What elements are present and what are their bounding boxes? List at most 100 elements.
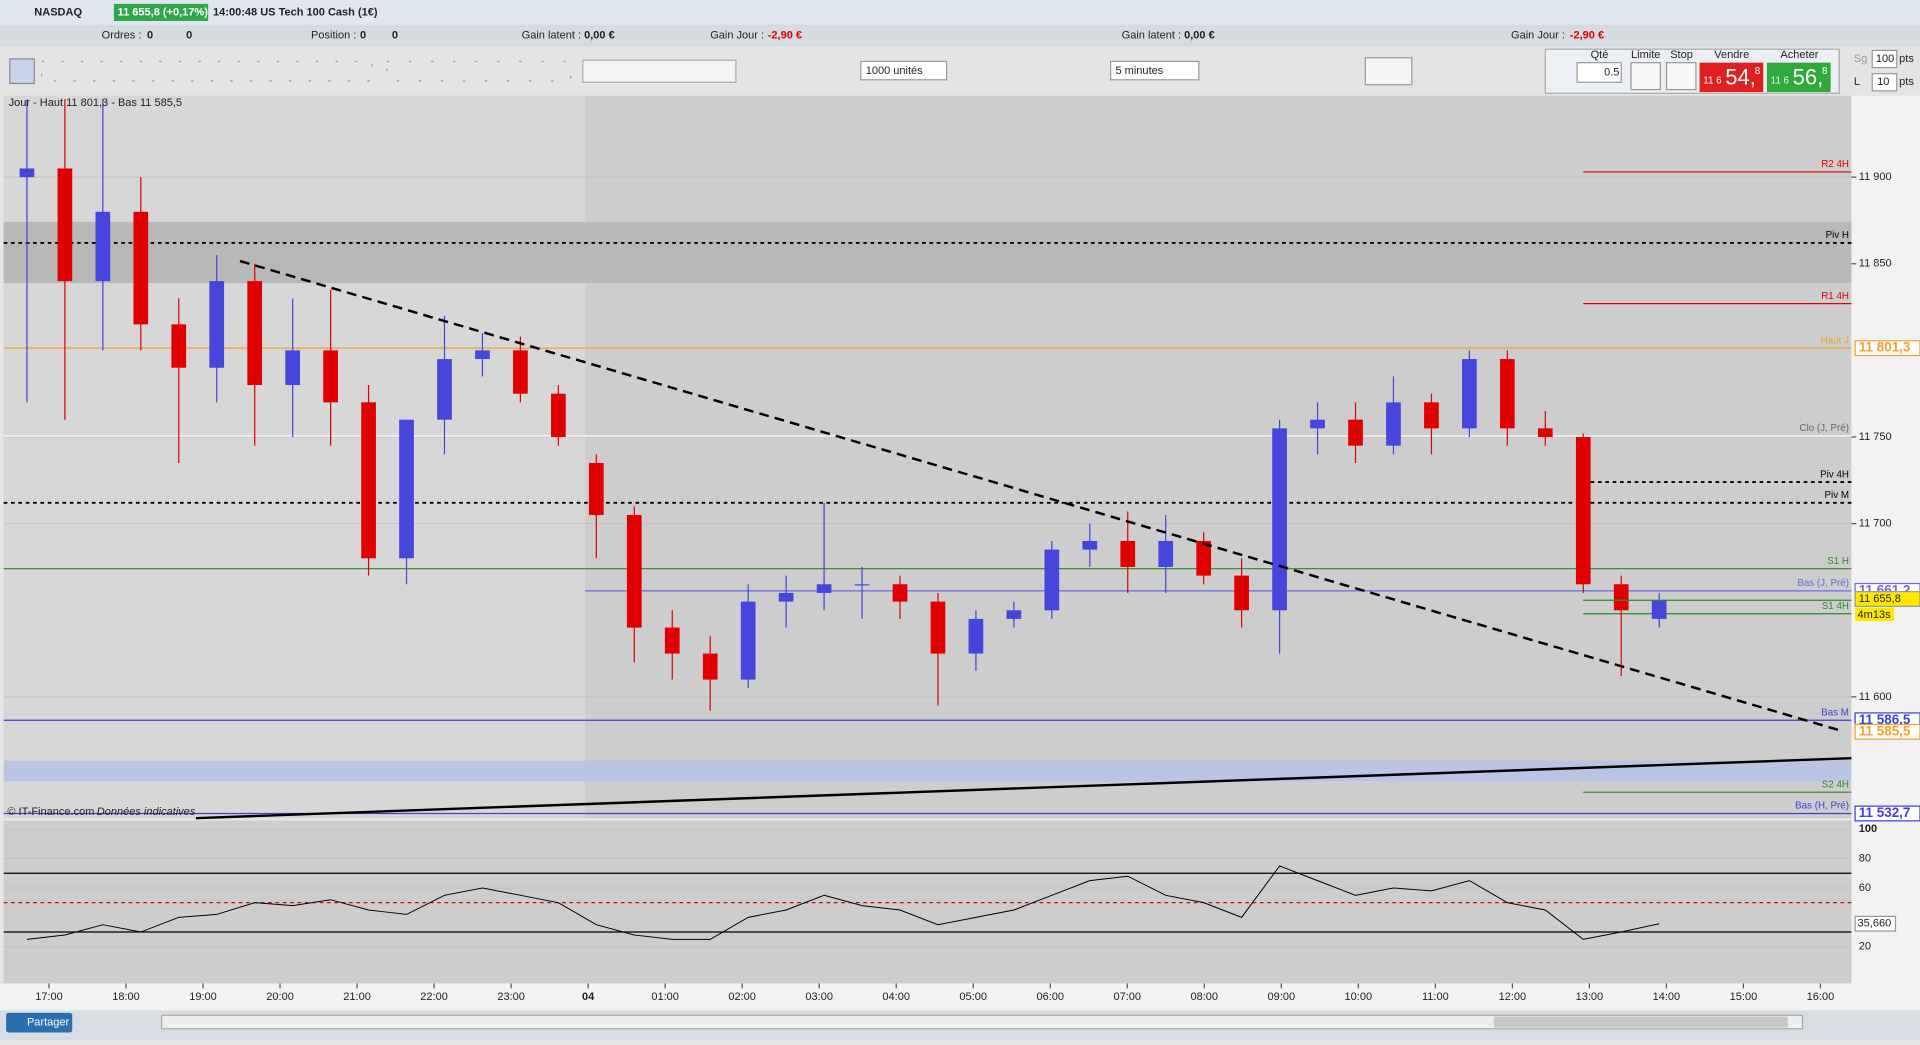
candle-body	[1386, 402, 1401, 446]
pts: pts	[1899, 76, 1914, 88]
level-label: Piv 4H	[1820, 469, 1849, 480]
level-value: 11 586,5	[1859, 712, 1911, 727]
sg-input[interactable]	[1871, 49, 1898, 69]
sell-price: 11 6	[1703, 76, 1722, 87]
orders-2: 0	[186, 30, 192, 42]
x-tick-label: 21:00	[343, 991, 371, 1003]
candle-body	[1196, 540, 1212, 576]
candle-body	[1424, 402, 1439, 429]
x-tick-label: 02:00	[728, 991, 756, 1003]
buy-price: 11 6	[1771, 76, 1790, 87]
share-button[interactable]	[6, 1012, 73, 1033]
sg-value: 100	[1876, 53, 1894, 65]
drawing-tools	[9, 57, 1413, 86]
buy-button[interactable]	[1766, 62, 1831, 93]
share: Partager	[27, 1017, 70, 1029]
rsi-current: 35,660	[1858, 918, 1892, 930]
title-bar	[0, 0, 1920, 25]
orders-label: Ordres :	[102, 30, 142, 42]
level-label: Bas M	[1821, 708, 1849, 719]
buy-price: 56,	[1793, 64, 1824, 89]
qty-label: Qté	[1591, 49, 1609, 61]
symbol[interactable]: NASDAQ	[34, 6, 82, 18]
x-tick-label: 16:00	[1807, 991, 1835, 1003]
day-low-box	[1854, 723, 1920, 740]
level-box	[1854, 805, 1920, 822]
current-value: 11 655,8	[1859, 593, 1901, 605]
tool-row[interactable]	[386, 60, 572, 82]
chart-legend: Jour - Haut 11 801,3 - Bas 11 585,5	[9, 97, 183, 109]
chart-type[interactable]	[1364, 57, 1413, 86]
rsi-line	[26, 865, 1660, 940]
candle-body	[1310, 419, 1325, 429]
limit-button[interactable]	[1630, 62, 1662, 91]
candle-body	[588, 463, 604, 515]
x-tick-label: 12:00	[1499, 991, 1527, 1003]
rsi-tick-label: 100	[1859, 823, 1877, 835]
candle-body	[1500, 359, 1515, 429]
candle-body	[551, 393, 566, 438]
candle-body	[892, 584, 908, 602]
candle-body	[285, 350, 300, 386]
x-tick-label: 07:00	[1113, 991, 1141, 1003]
x-tick-label: 04	[582, 991, 595, 1003]
support-zone	[3, 760, 1852, 782]
color-palette[interactable]	[582, 59, 737, 83]
x-tick-label: 22:00	[420, 991, 448, 1003]
x-tick-label: 20:00	[266, 991, 294, 1003]
time-axis	[0, 983, 1920, 1011]
qty-input[interactable]	[1576, 62, 1622, 83]
stop-button[interactable]	[1665, 62, 1697, 91]
buy-price: 8	[1822, 66, 1828, 77]
candle-body	[1651, 600, 1667, 619]
l-value: 10	[1877, 76, 1889, 88]
candle-body	[209, 281, 225, 368]
stop[interactable]: Stop	[1670, 49, 1693, 61]
rsi-tick-label: 60	[1859, 882, 1871, 894]
candle-body	[1234, 575, 1249, 611]
candle-body	[57, 168, 73, 282]
y-tick-label: 11 750	[1859, 431, 1892, 443]
limit[interactable]: Limite	[1631, 49, 1660, 61]
sell-button[interactable]	[1699, 62, 1764, 93]
quantity-select[interactable]	[860, 60, 948, 81]
tool[interactable]	[9, 58, 35, 85]
position: 0	[360, 30, 366, 42]
level-label: Bas (H, Pré)	[1795, 801, 1849, 812]
x-tick-label: 10:00	[1345, 991, 1373, 1003]
x-tick-label: 19:00	[189, 991, 217, 1003]
candle-body	[816, 584, 832, 593]
candle-body	[95, 211, 111, 282]
gain-day: -2,90 €	[1570, 30, 1604, 42]
position-2: 0	[392, 30, 398, 42]
level-label: S1 H	[1827, 556, 1849, 567]
scrollbar[interactable]	[161, 1014, 1804, 1030]
y-tick-label: 11 600	[1859, 691, 1892, 703]
trendline[interactable]	[195, 756, 1852, 820]
candle-body	[475, 350, 490, 360]
scroll-thumb[interactable]	[1493, 1016, 1788, 1028]
candle-body	[1613, 584, 1629, 611]
gain-latent: 0,00 €	[584, 30, 615, 42]
quote-box	[113, 3, 209, 22]
price-axis	[1851, 95, 1920, 984]
buy-label: Acheter	[1780, 49, 1818, 61]
level-label: Haut J	[1821, 335, 1849, 346]
sell-price: 8	[1755, 66, 1761, 77]
candle-body	[854, 584, 870, 586]
pts: pts	[1899, 53, 1914, 65]
x-tick-label: 11:00	[1422, 991, 1449, 1003]
candle-body	[323, 350, 338, 403]
l-input[interactable]	[1871, 73, 1898, 92]
level-label: Piv M	[1825, 490, 1849, 501]
level-label: R2 4H	[1821, 159, 1849, 170]
period-select[interactable]	[1110, 60, 1200, 81]
candle-body	[930, 601, 946, 654]
x-tick-label: 17:00	[35, 991, 63, 1003]
candle-body	[1272, 428, 1287, 611]
candle-body	[1575, 437, 1591, 585]
trendline[interactable]	[239, 259, 1844, 733]
gain-day-label: Gain Jour :	[710, 30, 764, 42]
countdown: 4m13s	[1858, 609, 1892, 621]
